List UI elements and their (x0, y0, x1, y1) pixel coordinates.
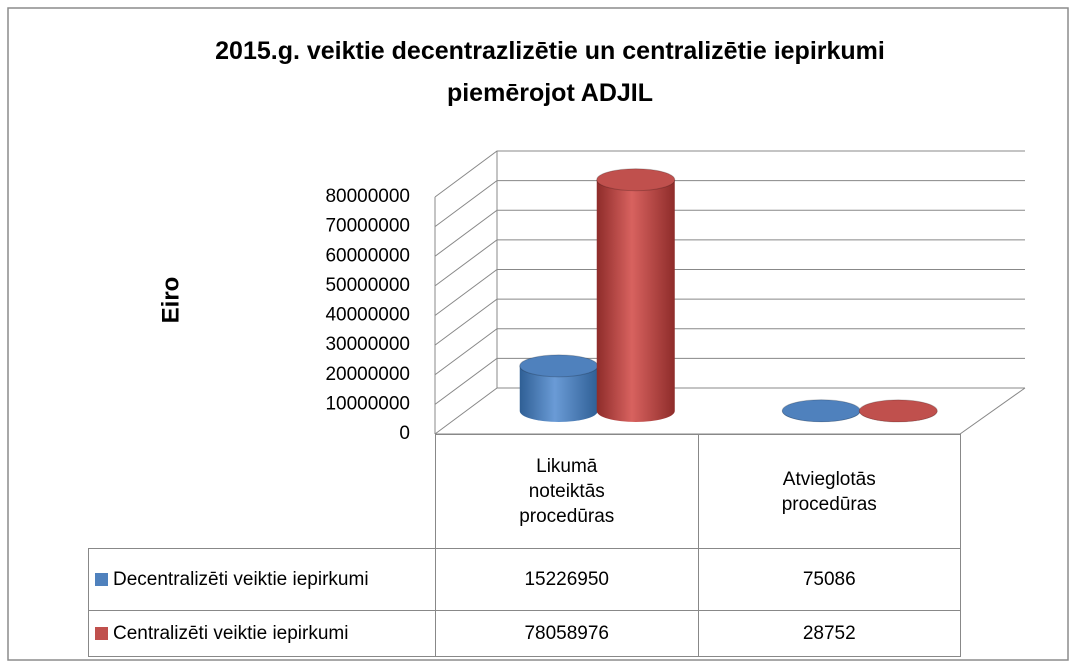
grid-line (434, 357, 1025, 405)
legend-cell: Centralizēti veiktie iepirkumi (88, 610, 436, 657)
table-value: 75086 (697, 548, 961, 611)
legend-key (95, 627, 108, 641)
table-header: Likumā noteiktās procedūras (435, 434, 699, 549)
grid-line (434, 180, 1025, 228)
y-tick-label: 20000000 (325, 364, 410, 385)
bar (858, 399, 938, 423)
bar (781, 399, 861, 423)
grid-line (434, 298, 1025, 346)
legend-key (95, 573, 108, 587)
title-box: 2015.g. veiktie decentrazlizētie un cent… (215, 37, 885, 107)
legend-entry: Decentralizēti veiktie iepirkumi (95, 567, 369, 592)
bar-body (519, 365, 598, 422)
y-tick-label: 60000000 (325, 245, 410, 266)
y-tick-label: 50000000 (325, 275, 410, 296)
y-tick-label: 40000000 (325, 305, 410, 326)
y-axis-label: Eiro (157, 277, 184, 324)
y-tick-label: 0 (399, 423, 410, 444)
legend-cell: Decentralizēti veiktie iepirkumi (88, 548, 436, 611)
grid-line (434, 239, 1025, 287)
bar (519, 354, 599, 422)
y-tick-label: 10000000 (325, 393, 410, 414)
grid-line (434, 269, 1025, 316)
bar-top (781, 399, 861, 423)
legend-label: Decentralizēti veiktie iepirkumi (113, 569, 369, 590)
chart-title: 2015.g. veiktie decentrazlizētie un cent… (215, 37, 885, 107)
y-tick-label: 30000000 (325, 334, 410, 355)
table-value: 78058976 (435, 610, 699, 657)
bar-top (519, 354, 599, 378)
y-tick-label: 80000000 (325, 186, 410, 207)
legend-label: Centralizēti veiktie iepirkumi (113, 623, 349, 644)
table-header: Atvieglotās procedūras (697, 434, 961, 549)
legend-entry: Centralizēti veiktie iepirkumi (95, 621, 348, 646)
bar-body (596, 179, 675, 422)
table-value: 15226950 (435, 548, 699, 611)
grid-line (434, 150, 1025, 198)
bar-top (858, 399, 938, 423)
chart-border (7, 7, 1069, 661)
bar-top (596, 168, 676, 192)
bar (596, 168, 676, 422)
grid-line (434, 209, 1025, 257)
grid-line (434, 328, 1025, 376)
grid-line (434, 387, 1025, 435)
y-tick-label: 70000000 (325, 216, 410, 237)
table-value: 28752 (697, 610, 961, 657)
